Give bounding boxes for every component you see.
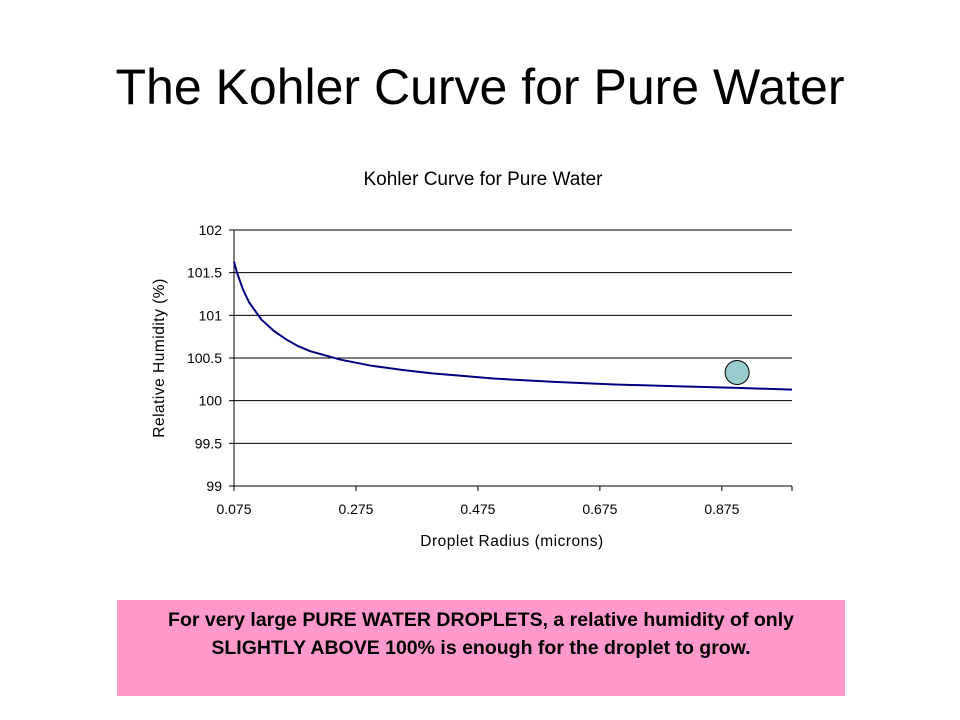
x-tick-label: 0.875 [704,501,739,517]
droplet-marker-circle [724,360,750,386]
x-tick-label: 0.075 [216,501,251,517]
y-tick-labels: 102 101.5 101 100.5 100 99.5 99 [187,222,222,494]
y-tick-label: 101 [199,307,223,323]
axes [229,229,793,491]
x-tick-label: 0.275 [338,501,373,517]
y-tick-label: 100 [199,393,223,409]
gridlines [234,229,792,444]
y-axis-label: Relative Humidity (%) [151,278,168,438]
x-tick-label: 0.475 [460,501,495,517]
y-tick-label: 100.5 [187,350,222,366]
chart-container: Kohler Curve for Pure Water 102 101.5 101 1… [140,150,820,570]
kohler-chart: Kohler Curve for Pure Water 102101.51011… [151,169,793,550]
y-tick-label: 101.5 [187,265,222,281]
callout-text: For very large PURE WATER DROPLETS, a re… [168,609,794,659]
page-title: The Kohler Curve for Pure Water [115,59,845,115]
y-tick-label: 99 [206,478,222,494]
x-axis-label: Droplet Radius (microns) [420,533,603,550]
x-tick-label: 0.675 [582,501,617,517]
chart-title: Kohler Curve for Pure Water [364,169,604,190]
callout-box: For very large PURE WATER DROPLETS, a re… [117,600,845,696]
kohler-curve-line [233,261,793,391]
y-tick-label: 102 [199,222,223,238]
x-tick-labels: 0.075 0.275 0.475 0.675 0.875 [216,501,739,517]
y-tick-label: 99.5 [195,435,222,451]
